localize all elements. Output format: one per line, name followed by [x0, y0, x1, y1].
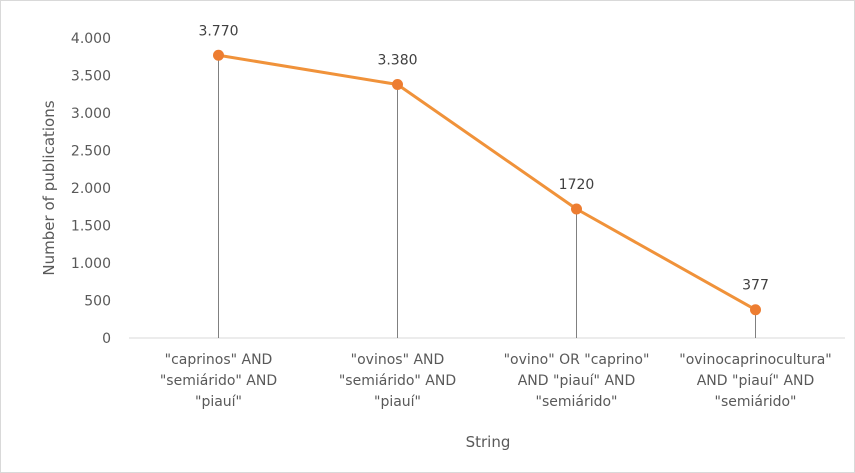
x-tick-label-line: "caprinos" AND — [165, 352, 273, 368]
data-label: 3.380 — [377, 53, 417, 69]
x-tick-label: "caprinos" AND "semiárido" AND "piauí" — [160, 352, 277, 410]
x-tick-label: "ovinos" AND "semiárido" AND "piauí" — [339, 352, 456, 410]
y-tick-label: 4.000 — [71, 31, 111, 47]
data-label: 1720 — [559, 177, 595, 193]
x-tick-label-line: AND "piauí" AND — [518, 373, 636, 389]
data-label: 3.770 — [198, 23, 238, 39]
data-point — [750, 304, 761, 316]
y-tick-label: 3.000 — [71, 106, 111, 122]
labels-layer: 3.770 3.380 1720 377 — [198, 23, 768, 293]
y-tick-label: 2.500 — [71, 144, 111, 160]
x-tick-label-line: AND "piauí" AND — [697, 373, 815, 389]
x-tick-label-line: "piauí" — [374, 394, 421, 410]
x-tick-label-line: "ovino" OR "caprino" — [504, 352, 650, 368]
y-axis-title: Number of publications — [40, 100, 58, 275]
y-tick-label: 0 — [102, 331, 111, 347]
x-tick-label: "ovinocaprinocultura" AND "piauí" AND "sem… — [679, 352, 831, 410]
x-tick-label-line: "semiárido" — [536, 394, 618, 410]
drop-lines — [218, 55, 756, 338]
y-tick-label: 1.500 — [71, 219, 111, 235]
y-tick-label: 500 — [84, 294, 111, 310]
x-tick-label-line: "semiárido" AND — [339, 373, 456, 389]
x-tick-label-line: "semiárido" — [715, 394, 797, 410]
x-tick-label-line: "piauí" — [195, 394, 242, 410]
x-tick-label-line: "ovinocaprinocultura" — [679, 352, 831, 368]
x-axis-title: String — [466, 433, 511, 451]
y-tick-label: 1.000 — [71, 256, 111, 272]
x-tick-label: "ovino" OR "caprino" AND "piauí" AND "semi… — [504, 352, 650, 410]
data-label: 377 — [742, 278, 769, 294]
y-tick-label: 3.500 — [71, 69, 111, 85]
y-tick-label: 2.000 — [71, 181, 111, 197]
series-line — [217, 53, 757, 312]
data-point — [571, 203, 582, 215]
data-point — [392, 79, 403, 90]
axes-layer: 0 500 1.000 1.500 2.000 2.500 3.000 3.500 4.000 "… — [71, 31, 845, 410]
x-tick-label-line: "ovinos" AND — [351, 352, 445, 368]
series-layer — [213, 49, 761, 316]
data-point — [213, 49, 224, 61]
x-tick-label-line: "semiárido" AND — [160, 373, 277, 389]
